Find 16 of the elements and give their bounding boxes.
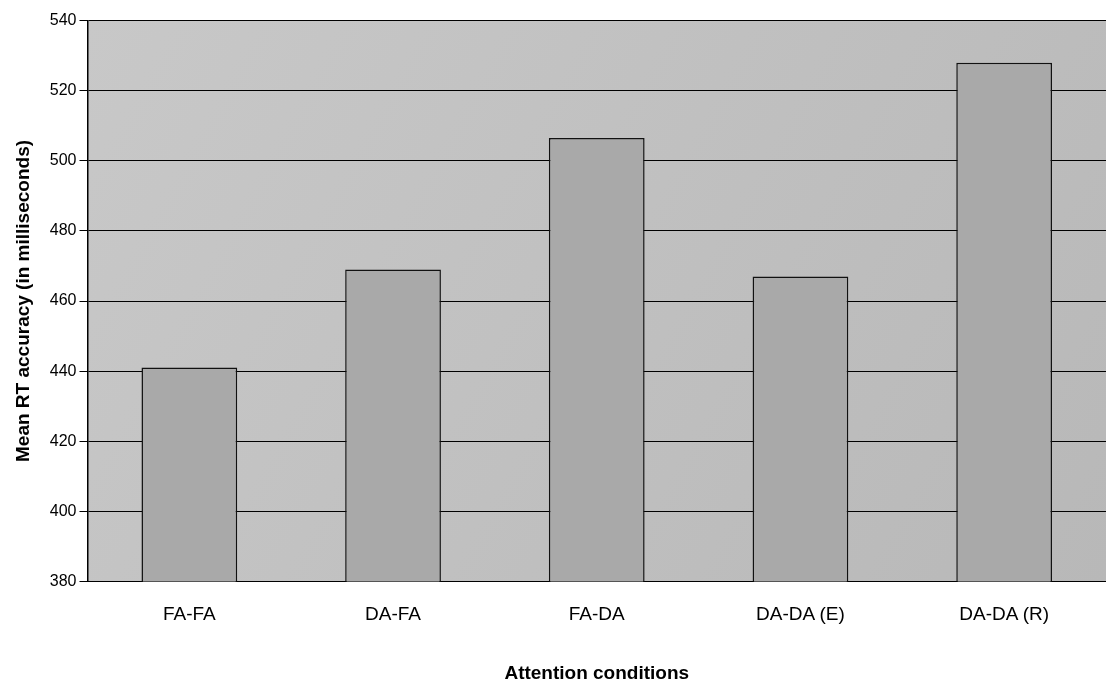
y-axis-title: Mean RT accuracy (in milliseconds) bbox=[11, 139, 33, 463]
y-tick-label: 460 bbox=[49, 291, 77, 309]
y-tick-label: 400 bbox=[49, 501, 77, 519]
y-tick-label: 480 bbox=[49, 221, 77, 239]
x-tick-label: DA-DA (E) bbox=[756, 603, 845, 625]
y-tick-label: 540 bbox=[49, 11, 77, 29]
y-tick-label: 420 bbox=[49, 431, 77, 449]
x-tick-label: DA-DA (R) bbox=[959, 603, 1050, 625]
y-tick-label: 440 bbox=[49, 361, 77, 379]
y-tick-label: 380 bbox=[49, 571, 77, 589]
x-axis-title: Attention conditions bbox=[504, 661, 690, 683]
x-tick-label: DA-FA bbox=[365, 603, 422, 625]
y-tick-label: 520 bbox=[49, 81, 77, 99]
x-tick-label: FA-FA bbox=[162, 603, 217, 625]
y-tick-label: 500 bbox=[49, 151, 77, 169]
x-tick-label: FA-DA bbox=[568, 603, 626, 625]
